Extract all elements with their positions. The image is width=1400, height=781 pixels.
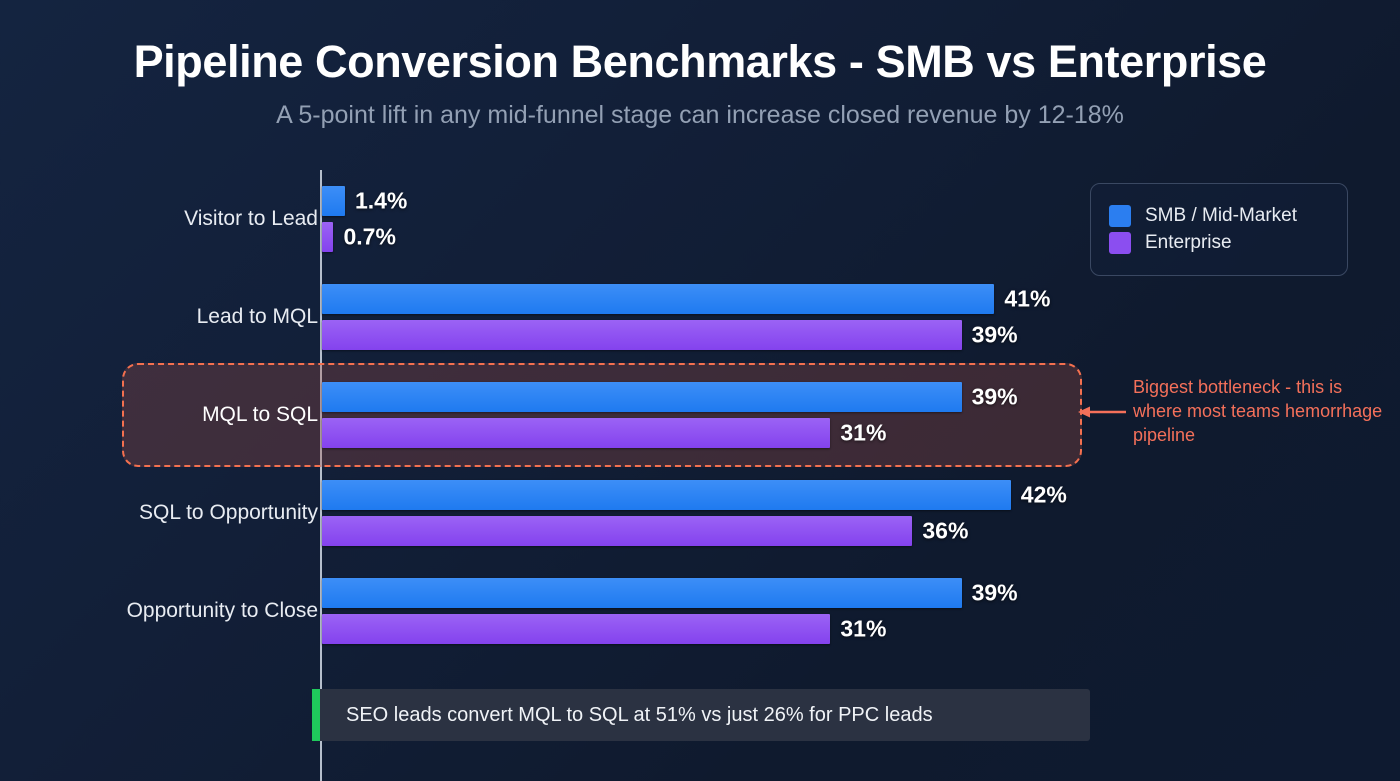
page-title: Pipeline Conversion Benchmarks - SMB vs …: [133, 36, 1267, 87]
category-label: Opportunity to Close: [126, 599, 318, 622]
bar-smb[interactable]: 39%: [322, 382, 1018, 412]
bar-ent[interactable]: 31%: [322, 614, 886, 644]
bar-fill: [322, 382, 962, 412]
chart-row: Visitor to Lead 1.4% 0.7%: [0, 170, 1400, 268]
bar-value-label: 42%: [1020, 481, 1067, 508]
category-label: Visitor to Lead: [184, 207, 318, 230]
chart-legend: SMB / Mid-Market Enterprise: [1090, 183, 1348, 276]
legend-swatch-icon-smb: [1109, 205, 1131, 227]
legend-item-smb[interactable]: SMB / Mid-Market: [1109, 205, 1329, 227]
bar-value-label: 39%: [971, 579, 1018, 606]
bar-group: 1.4% 0.7%: [322, 170, 1322, 268]
footnote-text: SEO leads convert MQL to SQL at 51% vs j…: [346, 703, 933, 726]
bar-ent[interactable]: 36%: [322, 516, 968, 546]
bar-smb[interactable]: 1.4%: [322, 186, 407, 216]
bar-fill: [322, 186, 345, 216]
bar-group: 41% 39%: [322, 268, 1322, 366]
bar-ent[interactable]: 39%: [322, 320, 1018, 350]
footnote-banner: SEO leads convert MQL to SQL at 51% vs j…: [312, 689, 1090, 741]
footnote-accent-bar: [312, 689, 320, 741]
chart-row: Opportunity to Close 39% 31%: [0, 562, 1400, 660]
bar-fill: [322, 284, 995, 314]
bar-smb[interactable]: 39%: [322, 578, 1018, 608]
bar-value-label: 0.7%: [343, 223, 396, 250]
bar-ent[interactable]: 0.7%: [322, 222, 396, 252]
bar-fill: [322, 480, 1011, 510]
bar-ent[interactable]: 31%: [322, 418, 886, 448]
chart-header: Pipeline Conversion Benchmarks - SMB vs …: [0, 0, 1400, 130]
chart-row: SQL to Opportunity 42% 36%: [0, 464, 1400, 562]
legend-item-enterprise[interactable]: Enterprise: [1109, 232, 1329, 254]
bar-value-label: 31%: [840, 615, 887, 642]
category-label: MQL to SQL: [202, 403, 318, 426]
chart-subtitle: A 5-point lift in any mid-funnel stage c…: [276, 101, 1124, 130]
bar-fill: [322, 578, 962, 608]
legend-label-smb: SMB / Mid-Market: [1145, 205, 1298, 226]
category-label: Lead to MQL: [196, 305, 318, 328]
bar-fill: [322, 320, 962, 350]
y-axis-line: [320, 170, 322, 781]
bar-value-label: 31%: [840, 419, 887, 446]
bar-fill: [322, 222, 334, 252]
bar-fill: [322, 516, 913, 546]
bar-fill: [322, 614, 831, 644]
legend-label-enterprise: Enterprise: [1145, 232, 1232, 253]
legend-swatch-icon-enterprise: [1109, 232, 1131, 254]
bar-value-label: 39%: [971, 321, 1018, 348]
category-label: SQL to Opportunity: [139, 501, 318, 524]
bar-fill: [322, 418, 831, 448]
bar-smb[interactable]: 42%: [322, 480, 1067, 510]
bar-smb[interactable]: 41%: [322, 284, 1050, 314]
bar-group: 42% 36%: [322, 464, 1322, 562]
bar-group: 39% 31%: [322, 562, 1322, 660]
chart-row: Lead to MQL 41% 39%: [0, 268, 1400, 366]
annotation-text: Biggest bottleneck - this is where most …: [1133, 377, 1383, 445]
annotation-arrow-icon: [1078, 406, 1126, 418]
bar-value-label: 1.4%: [354, 187, 408, 214]
bar-value-label: 41%: [1004, 285, 1051, 312]
bar-value-label: 39%: [971, 383, 1018, 410]
bar-value-label: 36%: [922, 517, 969, 544]
bar-group: 39% 31%: [322, 366, 1322, 464]
